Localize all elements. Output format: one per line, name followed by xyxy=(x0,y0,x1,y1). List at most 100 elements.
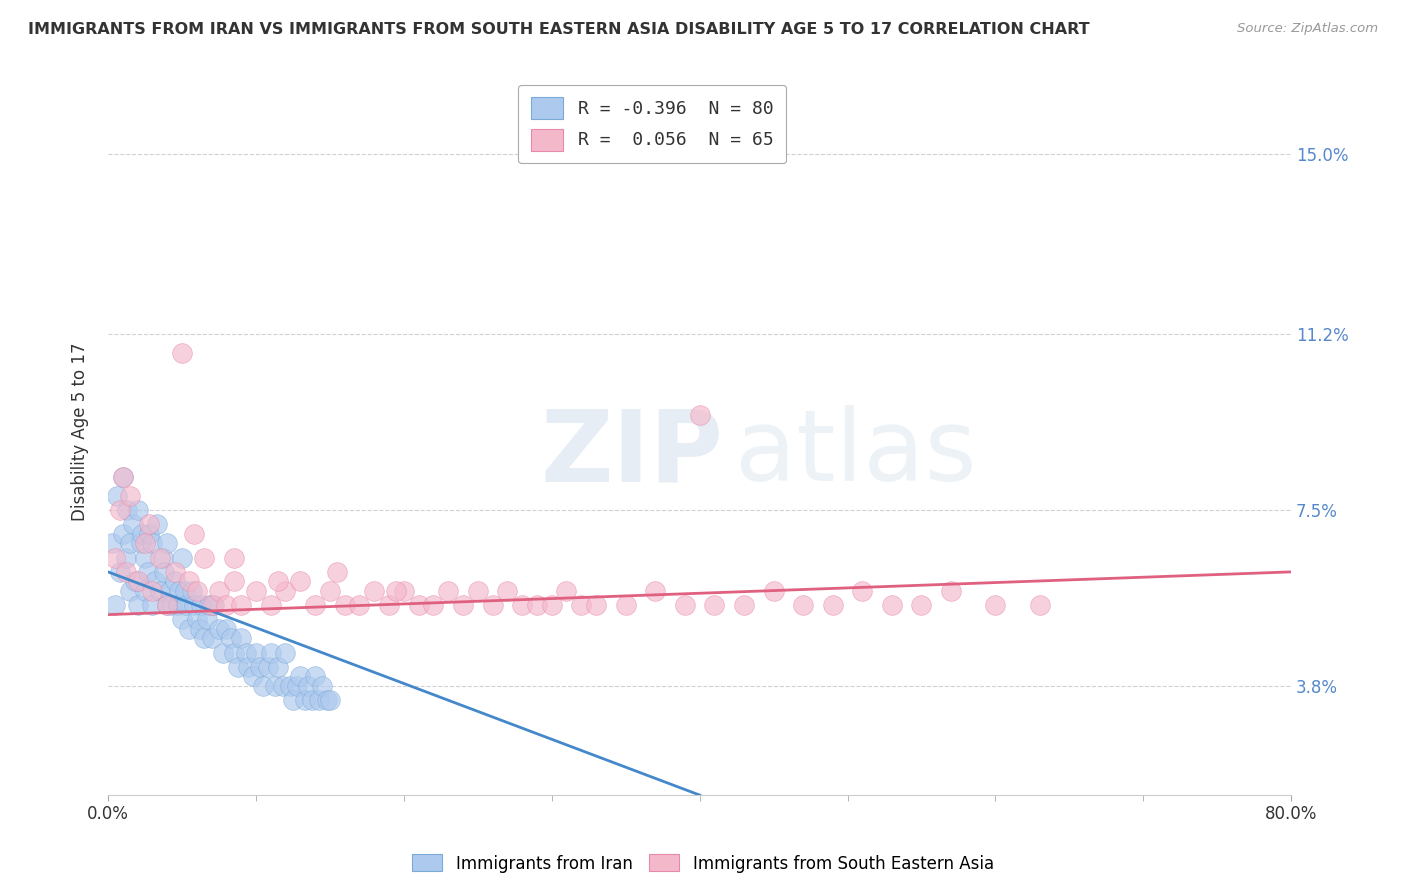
Point xyxy=(186,612,208,626)
Point xyxy=(141,598,163,612)
Point xyxy=(122,517,145,532)
Point xyxy=(451,598,474,612)
Point xyxy=(290,574,312,589)
Point xyxy=(267,574,290,589)
Point xyxy=(163,565,186,579)
Point xyxy=(114,550,136,565)
Point xyxy=(163,574,186,589)
Point xyxy=(222,574,245,589)
Point xyxy=(467,583,489,598)
Point xyxy=(569,598,592,612)
Point xyxy=(174,583,197,598)
Point xyxy=(222,550,245,565)
Point xyxy=(851,583,873,598)
Point xyxy=(481,598,503,612)
Point xyxy=(792,598,814,612)
Point xyxy=(170,612,193,626)
Point xyxy=(212,646,235,660)
Point xyxy=(304,669,326,683)
Point xyxy=(134,550,156,565)
Text: atlas: atlas xyxy=(735,405,977,502)
Point xyxy=(156,598,179,612)
Point xyxy=(160,598,183,612)
Point xyxy=(319,693,342,707)
Point xyxy=(156,536,179,550)
Point xyxy=(115,503,138,517)
Point xyxy=(311,679,333,693)
Point xyxy=(114,565,136,579)
Point xyxy=(984,598,1007,612)
Point xyxy=(222,646,245,660)
Point xyxy=(134,536,156,550)
Point xyxy=(229,632,252,646)
Point xyxy=(260,598,283,612)
Point xyxy=(111,527,134,541)
Point xyxy=(111,470,134,484)
Point xyxy=(294,693,316,707)
Point xyxy=(285,679,308,693)
Point xyxy=(235,646,257,660)
Point xyxy=(131,527,153,541)
Point xyxy=(304,598,326,612)
Point xyxy=(880,598,903,612)
Text: ZIP: ZIP xyxy=(540,405,723,502)
Point xyxy=(129,536,152,550)
Point xyxy=(249,660,271,674)
Point xyxy=(264,679,287,693)
Point xyxy=(108,503,131,517)
Point xyxy=(120,536,142,550)
Point xyxy=(204,598,226,612)
Point xyxy=(200,632,222,646)
Point xyxy=(510,598,533,612)
Legend: Immigrants from Iran, Immigrants from South Eastern Asia: Immigrants from Iran, Immigrants from So… xyxy=(406,847,1000,880)
Point xyxy=(422,598,444,612)
Point xyxy=(267,660,290,674)
Point xyxy=(200,598,222,612)
Point xyxy=(733,598,755,612)
Point xyxy=(378,598,401,612)
Point xyxy=(245,583,267,598)
Point xyxy=(821,598,844,612)
Point xyxy=(134,583,156,598)
Point xyxy=(143,574,166,589)
Point xyxy=(290,669,312,683)
Point xyxy=(141,583,163,598)
Point xyxy=(215,598,238,612)
Point xyxy=(496,583,519,598)
Point xyxy=(149,550,172,565)
Point xyxy=(689,408,711,422)
Point xyxy=(195,612,218,626)
Point xyxy=(111,470,134,484)
Point xyxy=(271,679,294,693)
Point xyxy=(193,550,215,565)
Point xyxy=(910,598,932,612)
Point xyxy=(146,517,169,532)
Point xyxy=(226,660,249,674)
Point xyxy=(152,550,174,565)
Point xyxy=(315,693,337,707)
Point xyxy=(120,489,142,503)
Point xyxy=(138,527,160,541)
Point xyxy=(274,646,297,660)
Point xyxy=(179,574,201,589)
Point xyxy=(526,598,548,612)
Point xyxy=(301,693,323,707)
Point xyxy=(197,598,219,612)
Point xyxy=(136,565,159,579)
Point xyxy=(186,583,208,598)
Point xyxy=(170,346,193,360)
Point xyxy=(138,517,160,532)
Point xyxy=(1029,598,1052,612)
Point xyxy=(540,598,562,612)
Point xyxy=(555,583,578,598)
Point xyxy=(104,598,127,612)
Point xyxy=(124,574,146,589)
Point xyxy=(156,598,179,612)
Point xyxy=(333,598,356,612)
Point xyxy=(219,632,242,646)
Point xyxy=(159,583,181,598)
Point xyxy=(256,660,278,674)
Point xyxy=(208,583,231,598)
Point xyxy=(229,598,252,612)
Point xyxy=(252,679,274,693)
